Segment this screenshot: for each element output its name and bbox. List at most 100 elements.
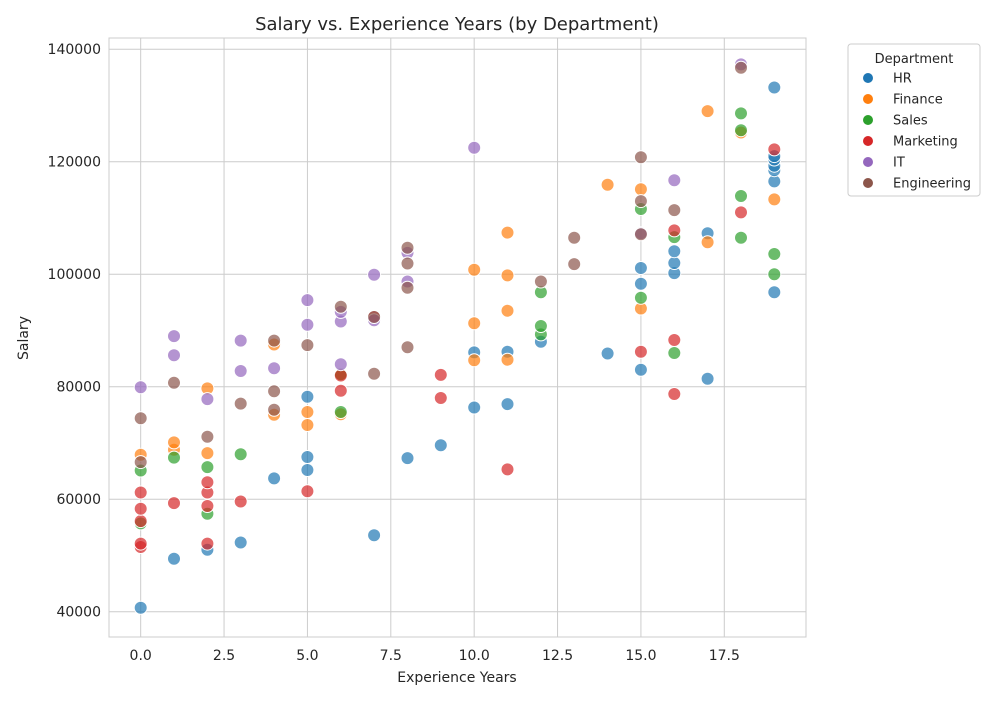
data-point-marketing: [167, 496, 181, 511]
data-point-finance: [500, 303, 515, 318]
data-point-it: [267, 361, 282, 376]
data-point-it: [167, 348, 181, 363]
data-point-finance: [633, 182, 648, 197]
x-tick-label: 0.0: [130, 648, 152, 664]
data-point-it: [300, 317, 315, 332]
y-tick-label: 120000: [48, 155, 101, 171]
data-point-finance: [700, 235, 715, 250]
legend-label-marketing: Marketing: [893, 135, 958, 150]
data-point-hr: [467, 400, 482, 415]
x-tick-label: 7.5: [380, 648, 402, 664]
data-point-hr: [400, 451, 415, 466]
data-point-finance: [500, 268, 515, 283]
data-point-engineering: [167, 375, 181, 390]
data-point-engineering: [667, 203, 682, 218]
data-point-marketing: [133, 514, 148, 529]
data-point-engineering: [400, 280, 415, 295]
x-tick-label: 17.5: [709, 648, 740, 664]
data-point-marketing: [333, 383, 348, 398]
data-point-engineering: [300, 338, 315, 353]
data-point-hr: [633, 276, 648, 291]
y-tick-label: 100000: [48, 267, 101, 283]
data-point-hr: [633, 261, 648, 275]
data-point-sales: [767, 267, 782, 282]
data-point-hr: [700, 371, 715, 386]
data-point-engineering: [734, 60, 748, 75]
data-point-finance: [767, 192, 782, 207]
legend-marker-finance: [863, 94, 873, 104]
y-axis-label: Salary: [16, 316, 32, 360]
legend-title: Department: [875, 52, 954, 67]
legend-marker-hr: [863, 73, 873, 83]
data-point-hr: [767, 80, 782, 95]
data-point-it: [200, 392, 215, 407]
data-point-marketing: [500, 462, 515, 477]
data-point-hr: [433, 438, 448, 453]
data-point-sales: [633, 290, 648, 305]
legend: Department HR Finance Sales Marketing IT Engi…: [847, 43, 981, 197]
data-point-engineering: [267, 402, 282, 417]
y-tick-label: 80000: [56, 380, 101, 396]
legend-items: HR Finance Sales Marketing IT Engineering: [863, 72, 971, 192]
ticks-layer: 0.0 2.5 5.0 7.5 10.0 12.5 15.0 17.5 40000 60000 80…: [48, 42, 740, 664]
data-point-sales: [734, 106, 748, 121]
data-point-sales: [667, 346, 682, 360]
data-point-marketing: [233, 494, 248, 509]
data-point-it: [233, 333, 248, 348]
data-point-marketing: [633, 344, 648, 359]
data-point-hr: [167, 551, 181, 566]
data-point-sales: [233, 447, 248, 462]
data-point-it: [133, 380, 148, 395]
data-point-hr: [300, 463, 315, 477]
data-point-finance: [200, 446, 215, 461]
data-point-engineering: [567, 230, 582, 245]
data-point-finance: [167, 435, 181, 450]
data-point-engineering: [333, 299, 348, 314]
data-point-marketing: [200, 475, 215, 490]
data-point-finance: [300, 418, 315, 432]
data-point-marketing: [300, 484, 315, 499]
legend-marker-sales: [863, 115, 873, 125]
data-point-hr: [500, 397, 515, 412]
legend-label-hr: HR: [893, 72, 912, 87]
y-tick-label: 60000: [56, 492, 101, 508]
data-point-hr: [267, 471, 282, 486]
data-point-hr: [633, 362, 648, 377]
data-point-hr: [133, 600, 148, 615]
data-point-hr: [600, 346, 615, 361]
legend-frame: [847, 43, 981, 197]
x-tick-label: 5.0: [296, 648, 318, 664]
data-point-marketing: [200, 499, 215, 513]
data-point-it: [333, 357, 348, 372]
data-point-sales: [734, 189, 748, 203]
x-tick-label: 2.5: [213, 648, 235, 664]
data-point-hr: [667, 256, 682, 270]
data-point-finance: [600, 177, 615, 192]
data-point-finance: [467, 262, 482, 277]
legend-label-sales: Sales: [893, 114, 928, 129]
data-point-hr: [767, 285, 782, 300]
legend-label-finance: Finance: [893, 93, 943, 108]
data-point-marketing: [433, 367, 448, 382]
data-point-engineering: [233, 396, 248, 411]
data-point-sales: [167, 450, 181, 465]
plot-area: [108, 37, 807, 638]
data-point-marketing: [667, 223, 682, 238]
data-point-engineering: [533, 274, 548, 289]
data-point-it: [367, 267, 382, 282]
data-point-hr: [667, 244, 682, 259]
x-tick-label: 15.0: [625, 648, 656, 664]
data-point-engineering: [367, 310, 382, 324]
chart-title: Salary vs. Experience Years (by Departme…: [255, 14, 659, 35]
data-point-marketing: [667, 387, 682, 401]
data-point-engineering: [267, 333, 282, 348]
data-point-marketing: [433, 391, 448, 405]
data-point-marketing: [767, 142, 782, 157]
data-point-finance: [467, 353, 482, 368]
data-point-engineering: [267, 384, 282, 399]
data-point-hr: [300, 450, 315, 464]
data-point-hr: [367, 528, 382, 543]
data-point-engineering: [567, 257, 582, 272]
data-point-hr: [233, 535, 248, 550]
